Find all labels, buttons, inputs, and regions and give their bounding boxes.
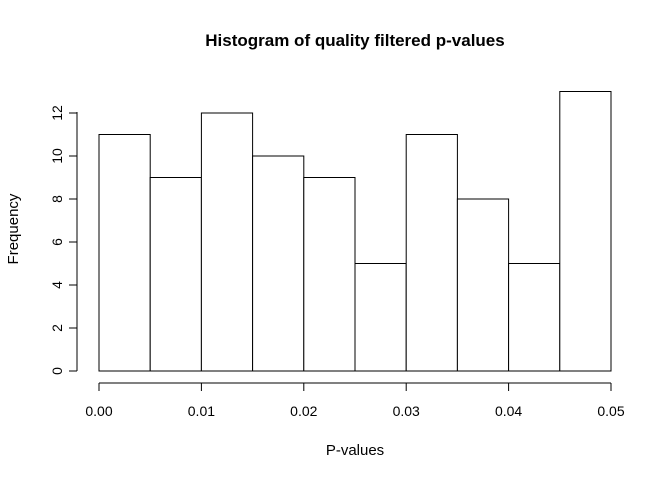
histogram-bar-9 (559, 91, 612, 372)
x-tick-label-1: 0.01 (188, 403, 215, 419)
y-tick-label-2: 4 (49, 281, 65, 289)
y-tick-label-3: 6 (49, 238, 65, 246)
histogram-bar-3 (252, 155, 305, 372)
x-tick-label-2: 0.02 (290, 403, 317, 419)
histogram-bar-2 (200, 112, 254, 372)
histogram-bar-0 (98, 134, 151, 372)
x-axis-label: P-values (326, 442, 384, 459)
y-axis: 0 2 4 6 8 10 12 (49, 105, 78, 375)
histogram-bar-5 (354, 263, 407, 372)
x-tick-label-0: 0.00 (85, 403, 112, 419)
histogram-bar-4 (303, 177, 356, 372)
bars-group (98, 91, 612, 372)
y-axis-label: Frequency (5, 193, 22, 264)
x-tick-label-5: 0.05 (597, 403, 624, 419)
histogram-bar-1 (149, 177, 202, 372)
x-axis: 0.00 0.01 0.02 0.03 0.04 0.05 (85, 382, 625, 419)
x-tick-label-3: 0.03 (393, 403, 420, 419)
y-tick-label-0: 0 (49, 367, 65, 375)
chart-title: Histogram of quality filtered p-values (205, 31, 504, 50)
x-tick-label-4: 0.04 (495, 403, 522, 419)
y-tick-label-1: 2 (49, 324, 65, 332)
y-tick-label-5: 10 (49, 148, 65, 164)
histogram-bar-6 (405, 134, 458, 372)
y-tick-label-4: 8 (49, 195, 65, 203)
histogram-bar-8 (508, 263, 561, 372)
histogram-bar-7 (456, 198, 510, 372)
y-tick-label-6: 12 (49, 105, 65, 121)
